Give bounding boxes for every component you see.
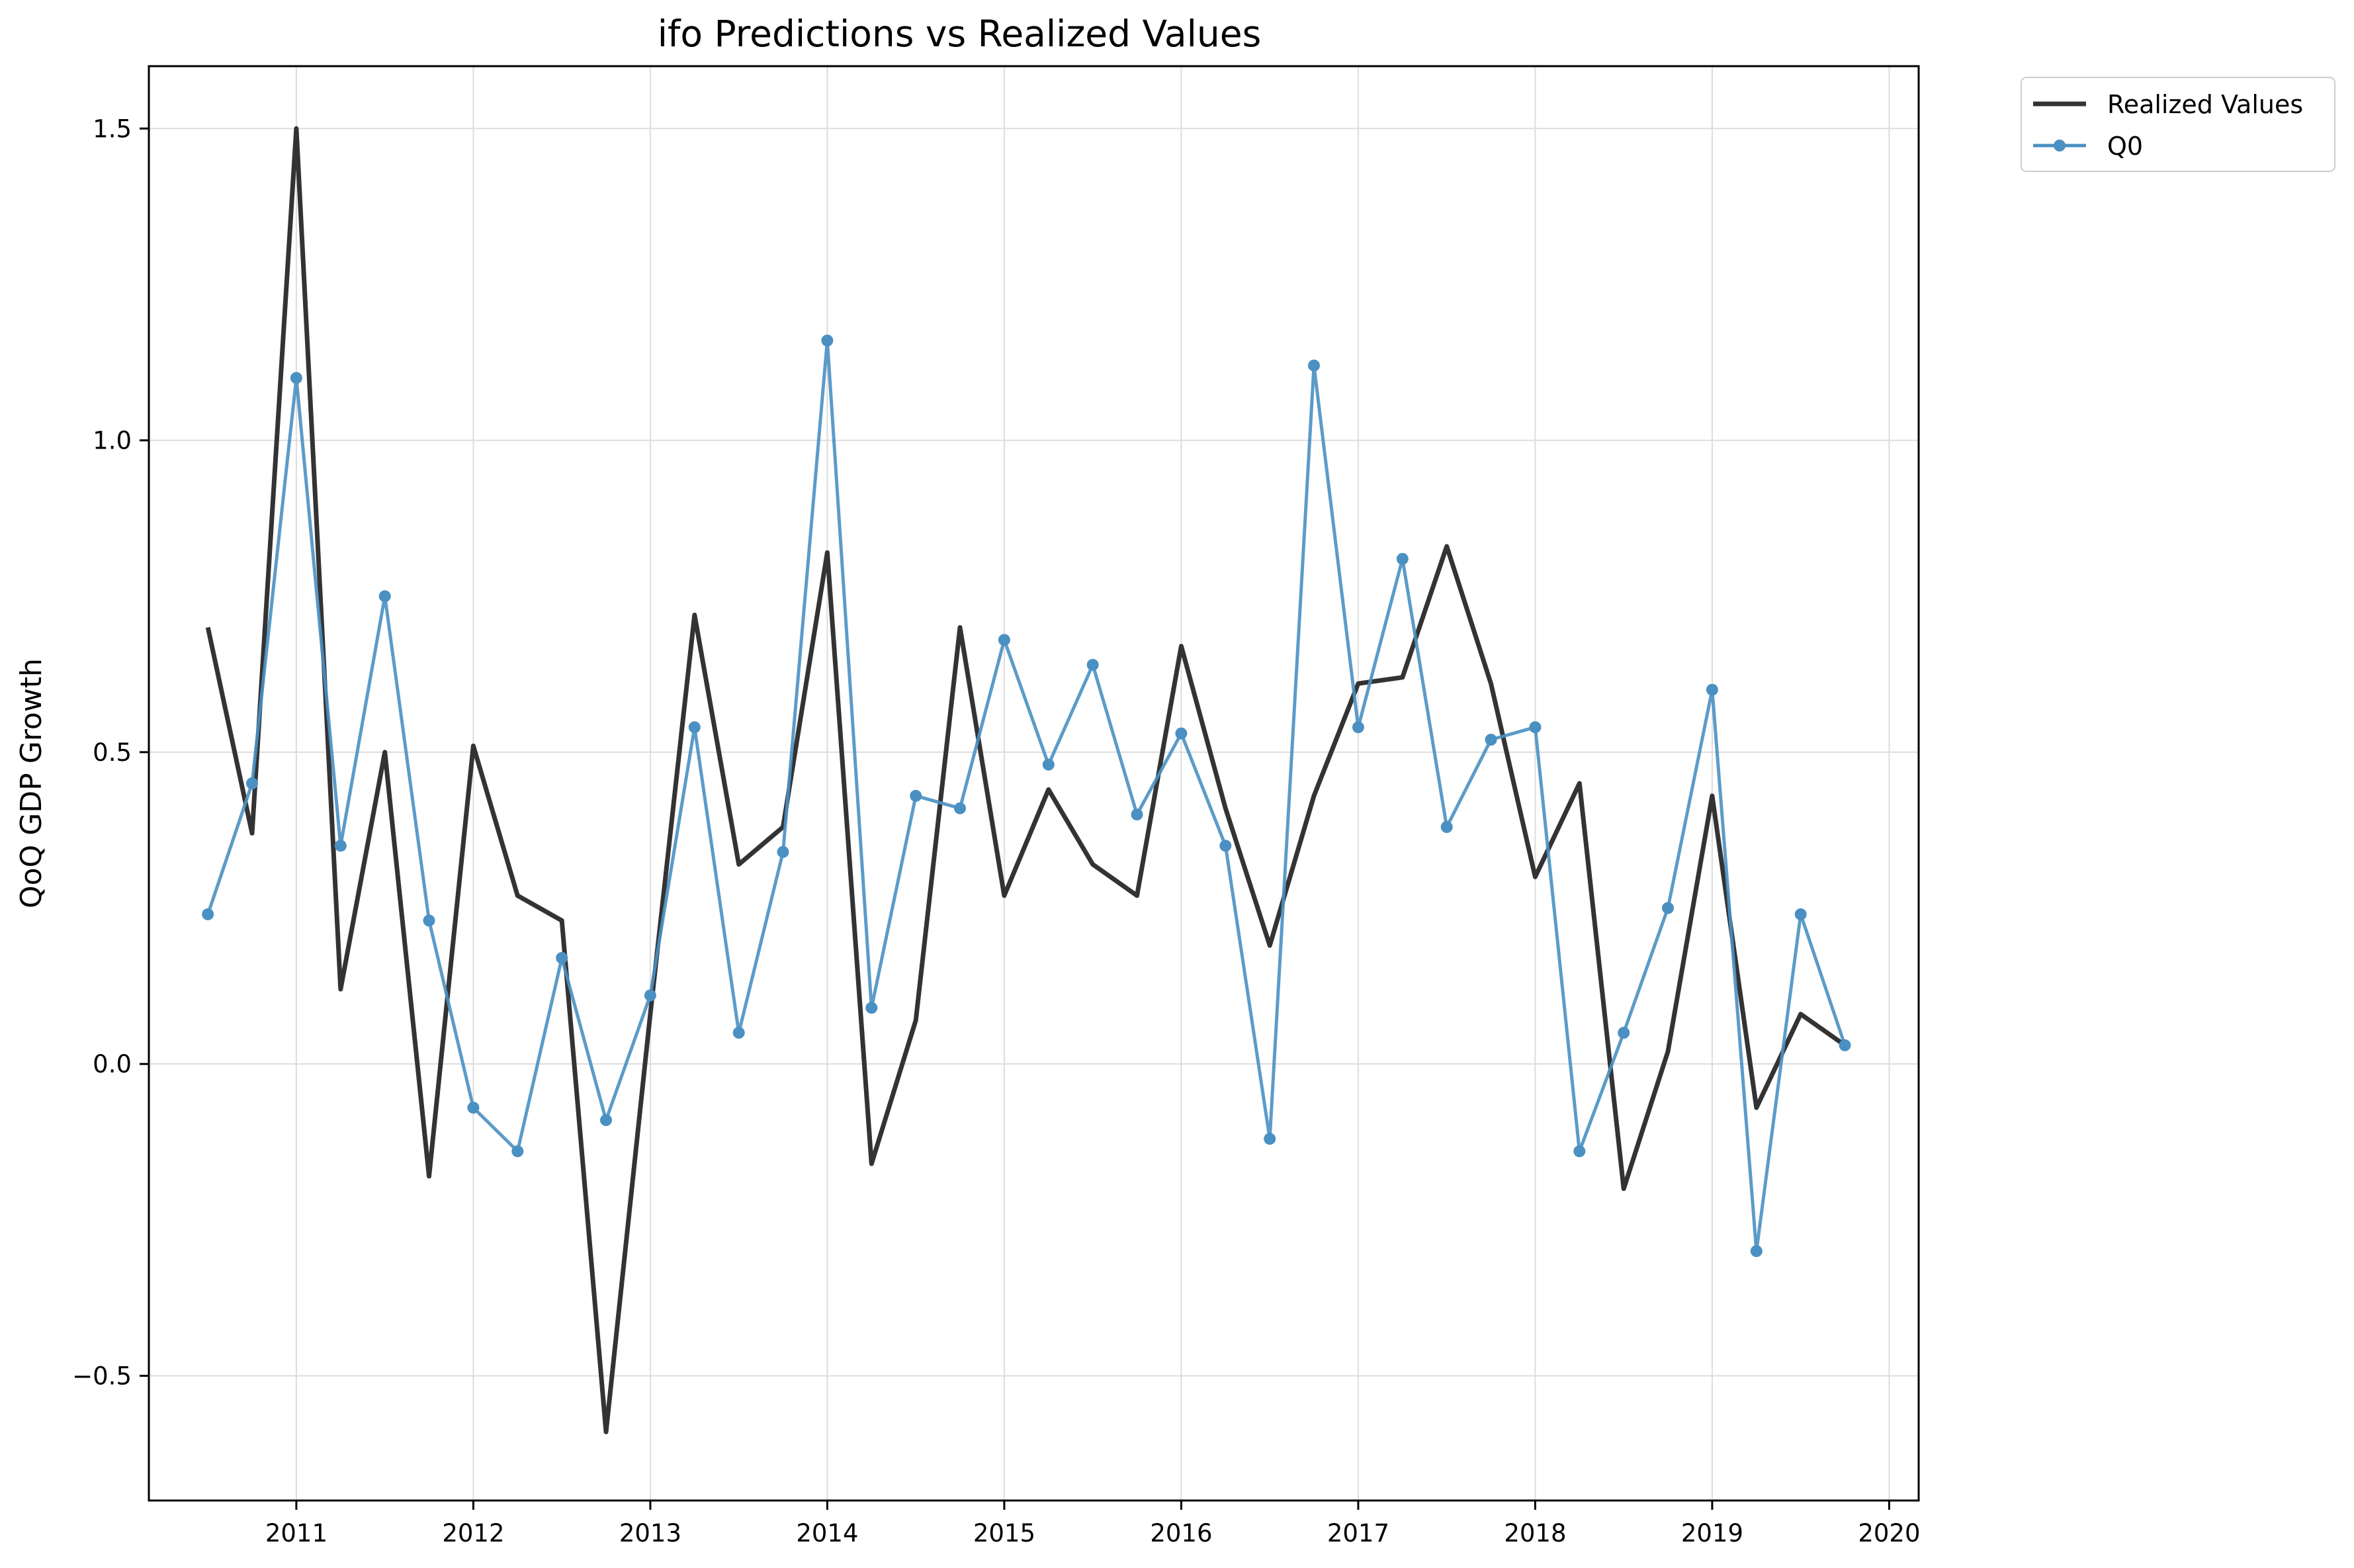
data-point (998, 634, 1010, 646)
data-point (467, 1102, 480, 1114)
data-point (1308, 359, 1320, 372)
data-point (954, 802, 966, 814)
data-point (423, 914, 435, 927)
legend-frame (2021, 77, 2335, 172)
legend-item: Q0 (2033, 132, 2143, 161)
data-point (1352, 721, 1364, 734)
x-tick-label: 2014 (796, 1519, 858, 1547)
data-point (1485, 734, 1497, 746)
grid (149, 66, 1919, 1501)
data-point (1042, 758, 1055, 771)
data-point (1086, 658, 1099, 671)
data-point (202, 908, 214, 920)
data-point (1662, 902, 1674, 914)
x-tick-label: 2011 (265, 1519, 327, 1547)
x-tick-label: 2019 (1681, 1519, 1743, 1547)
x-axis: 2011 2012 2013 2014 2015 2016 2017 2018 2019 2020 (265, 1501, 1921, 1547)
data-point (1440, 821, 1453, 833)
data-point (1131, 808, 1143, 821)
x-tick-label: 2015 (973, 1519, 1035, 1547)
x-tick-label: 2020 (1858, 1519, 1920, 1547)
data-point (1750, 1245, 1763, 1257)
legend-label: Realized Values (2107, 90, 2303, 119)
data-point (556, 951, 568, 964)
data-point (334, 840, 347, 852)
x-tick-label: 2016 (1150, 1519, 1212, 1547)
data-point (1175, 727, 1188, 740)
series-realized-values (205, 126, 1847, 1434)
data-point (290, 372, 302, 384)
y-tick-label: 1.0 (93, 427, 132, 455)
y-tick-label: 1.5 (93, 114, 132, 143)
series-line (205, 126, 1847, 1434)
data-point (688, 721, 701, 734)
data-point (378, 590, 391, 603)
y-axis-label: QoQ GDP Growth (15, 658, 48, 908)
data-point (1794, 908, 1807, 920)
data-point (1618, 1027, 1630, 1039)
series-q0 (202, 334, 1851, 1257)
legend-label: Q0 (2107, 132, 2143, 161)
y-tick-label: 0.0 (93, 1050, 132, 1078)
data-point (600, 1114, 612, 1126)
x-tick-label: 2018 (1504, 1519, 1566, 1547)
data-point (910, 789, 922, 802)
data-point (1396, 552, 1409, 565)
legend: Realized Values Q0 (2021, 77, 2335, 172)
series-layer (202, 126, 1851, 1434)
y-tick-label: −0.5 (72, 1362, 132, 1390)
data-point (644, 989, 656, 1002)
data-point (1706, 683, 1718, 696)
data-point (1839, 1039, 1851, 1051)
data-point (511, 1145, 524, 1158)
series-line (206, 339, 1847, 1253)
y-axis: −0.5 0.0 0.5 1.0 1.5 (72, 114, 149, 1390)
y-tick-label: 0.5 (93, 738, 132, 767)
plot-frame (148, 65, 1920, 1502)
x-tick-label: 2012 (442, 1519, 504, 1547)
data-point (1264, 1133, 1276, 1145)
x-tick-label: 2013 (619, 1519, 681, 1547)
data-point (777, 846, 789, 858)
data-point (246, 777, 258, 789)
data-point (1573, 1145, 1586, 1158)
legend-item: Realized Values (2033, 90, 2303, 119)
data-point (1529, 721, 1542, 734)
data-point (865, 1002, 878, 1014)
data-point (1219, 840, 1232, 852)
x-tick-label: 2017 (1327, 1519, 1389, 1547)
legend-marker (2054, 140, 2066, 152)
data-point (732, 1027, 745, 1039)
data-point (821, 334, 834, 347)
chart-title: ifo Predictions vs Realized Values (658, 13, 1261, 55)
